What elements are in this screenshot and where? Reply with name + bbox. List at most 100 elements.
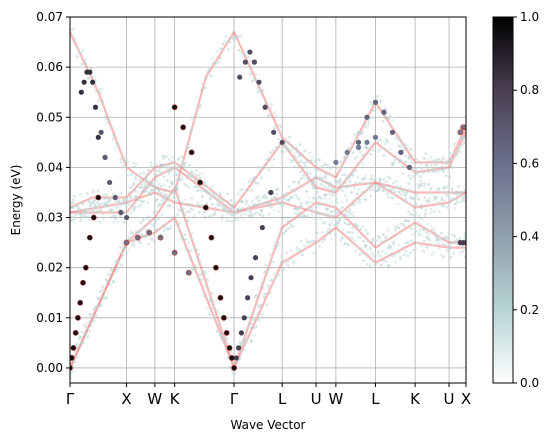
- haze-point: [427, 197, 431, 200]
- haze-point: [302, 161, 306, 165]
- haze-point: [167, 194, 171, 198]
- haze-point: [252, 326, 256, 330]
- series-0-point-10: [95, 194, 102, 201]
- haze-point: [238, 189, 242, 192]
- haze-point: [336, 212, 340, 215]
- haze-point: [131, 242, 135, 246]
- haze-point: [127, 203, 131, 206]
- haze-point: [200, 88, 204, 92]
- haze-point: [191, 237, 194, 241]
- haze-point: [292, 225, 295, 229]
- haze-point: [244, 335, 247, 339]
- haze-point: [167, 166, 171, 170]
- haze-point: [172, 220, 175, 223]
- haze-point: [341, 189, 344, 193]
- haze-point: [358, 181, 362, 184]
- haze-point: [433, 231, 437, 234]
- haze-point: [190, 266, 194, 270]
- haze-point: [196, 201, 200, 205]
- colorbar-tick-label-4: 0.8: [520, 83, 539, 97]
- haze-point: [348, 146, 352, 150]
- haze-point: [343, 194, 347, 198]
- haze-point: [284, 261, 288, 265]
- haze-point: [154, 178, 158, 182]
- series-0-point-9: [90, 214, 97, 221]
- haze-point: [114, 215, 117, 218]
- haze-point: [387, 184, 391, 188]
- haze-point: [458, 200, 462, 204]
- series-7-point-4: [389, 129, 396, 135]
- haze-point: [325, 181, 329, 185]
- haze-point: [397, 250, 400, 254]
- x-tick-label-5: L: [278, 390, 287, 408]
- haze-point: [74, 211, 77, 215]
- haze-point: [102, 194, 106, 197]
- haze-point: [336, 166, 339, 170]
- haze-point: [115, 267, 118, 271]
- haze-point: [394, 260, 398, 264]
- haze-point: [147, 168, 150, 172]
- haze-point: [213, 195, 217, 199]
- haze-point: [172, 206, 176, 210]
- haze-point: [391, 254, 394, 257]
- haze-point: [138, 229, 141, 233]
- haze-point: [101, 99, 104, 103]
- haze-point: [457, 185, 461, 188]
- haze-point: [202, 294, 206, 298]
- x-tick-label-2: W: [147, 390, 162, 408]
- haze-point: [160, 163, 164, 167]
- haze-point: [315, 210, 319, 213]
- haze-point: [246, 315, 249, 319]
- haze-point: [121, 253, 125, 257]
- haze-point: [386, 229, 390, 232]
- haze-point: [313, 217, 317, 220]
- haze-point: [106, 291, 110, 295]
- haze-point: [439, 231, 443, 235]
- haze-point: [338, 168, 342, 172]
- haze-point: [325, 232, 329, 236]
- haze-point: [264, 263, 268, 267]
- y-tick-label-1: 0.01: [36, 311, 63, 325]
- haze-point: [177, 163, 181, 167]
- haze-point: [167, 227, 171, 231]
- haze-point: [290, 159, 294, 163]
- haze-point: [360, 177, 364, 181]
- haze-point: [78, 219, 82, 223]
- haze-point: [299, 239, 303, 243]
- haze-point: [227, 209, 231, 213]
- haze-point: [330, 215, 334, 219]
- haze-point: [155, 199, 158, 203]
- haze-point: [176, 166, 180, 170]
- haze-point: [101, 285, 104, 289]
- haze-point: [406, 241, 410, 245]
- haze-point: [175, 195, 179, 199]
- haze-point: [443, 199, 446, 203]
- series-4-point-2: [238, 330, 245, 336]
- haze-point: [317, 195, 321, 199]
- haze-point: [338, 182, 342, 186]
- haze-point: [333, 214, 336, 218]
- haze-point: [152, 210, 156, 214]
- haze-point: [285, 251, 289, 255]
- haze-point: [83, 58, 87, 62]
- haze-point: [366, 151, 370, 155]
- haze-point: [287, 227, 291, 230]
- haze-point: [450, 157, 454, 161]
- haze-point: [307, 207, 311, 211]
- haze-point: [335, 180, 339, 184]
- haze-point: [427, 182, 430, 186]
- haze-point: [185, 248, 189, 252]
- haze-point: [155, 186, 159, 189]
- haze-point: [120, 251, 124, 254]
- haze-point: [302, 243, 306, 247]
- haze-point: [270, 103, 273, 106]
- haze-point: [92, 307, 95, 311]
- haze-point: [142, 177, 146, 181]
- haze-point: [356, 176, 360, 179]
- haze-point: [409, 227, 413, 230]
- haze-point: [421, 162, 425, 166]
- haze-point: [351, 142, 354, 146]
- haze-point: [442, 237, 446, 241]
- haze-point: [461, 196, 465, 200]
- haze-point: [295, 245, 299, 249]
